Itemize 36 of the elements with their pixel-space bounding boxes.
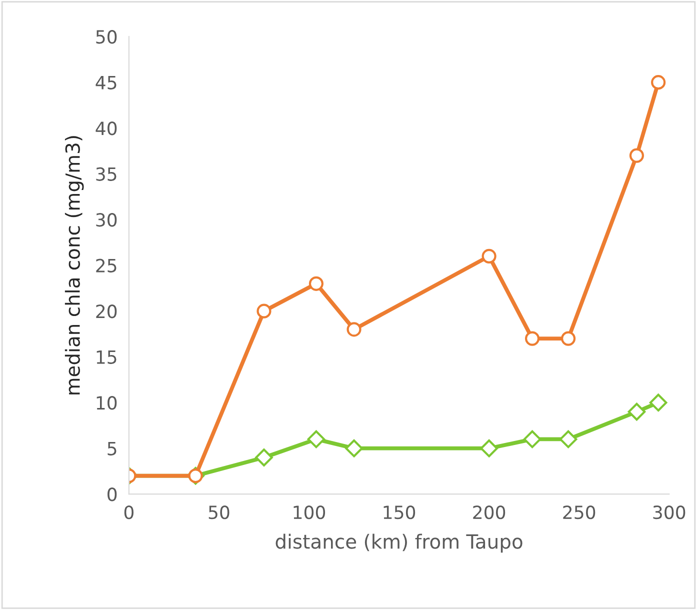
point: [346, 322, 362, 337]
x-tick-label: 300: [653, 506, 686, 520]
y-tick-label: 45: [96, 76, 116, 90]
x-tick-label: 150: [384, 506, 416, 520]
point: [628, 402, 646, 421]
point: [559, 430, 578, 448]
point: [651, 75, 666, 90]
point: [345, 439, 363, 458]
x-tick-label: 50: [208, 506, 230, 520]
y-tick-label: 5: [108, 442, 116, 456]
point: [649, 394, 668, 412]
point: [560, 331, 576, 346]
x-tick-label: 0: [124, 506, 134, 520]
x-axis-title: distance (km) from Taupo: [276, 534, 522, 553]
point: [523, 430, 542, 448]
y-tick-label: 35: [96, 167, 116, 181]
point: [524, 331, 540, 346]
y-tick-label: 25: [96, 258, 116, 272]
point: [480, 439, 498, 458]
x-tick-label: 250: [563, 506, 596, 520]
y-axis-title: median chla conc (mg/m3): [64, 136, 84, 394]
y-tick-label: 40: [96, 122, 117, 136]
point: [482, 248, 496, 264]
y-tick-label: 50: [96, 30, 117, 44]
x-tick-label: 100: [294, 506, 326, 520]
y-tick-label: 15: [96, 350, 116, 364]
point: [307, 430, 326, 448]
y-tick-label: 0: [108, 488, 117, 502]
y-tick-label: 10: [96, 396, 117, 410]
x-tick-label: 200: [473, 506, 506, 520]
point: [255, 448, 273, 466]
point: [256, 304, 272, 318]
point: [308, 276, 324, 291]
y-tick-label: 20: [96, 304, 117, 318]
point: [629, 148, 644, 163]
y-tick-label: 30: [96, 213, 117, 227]
